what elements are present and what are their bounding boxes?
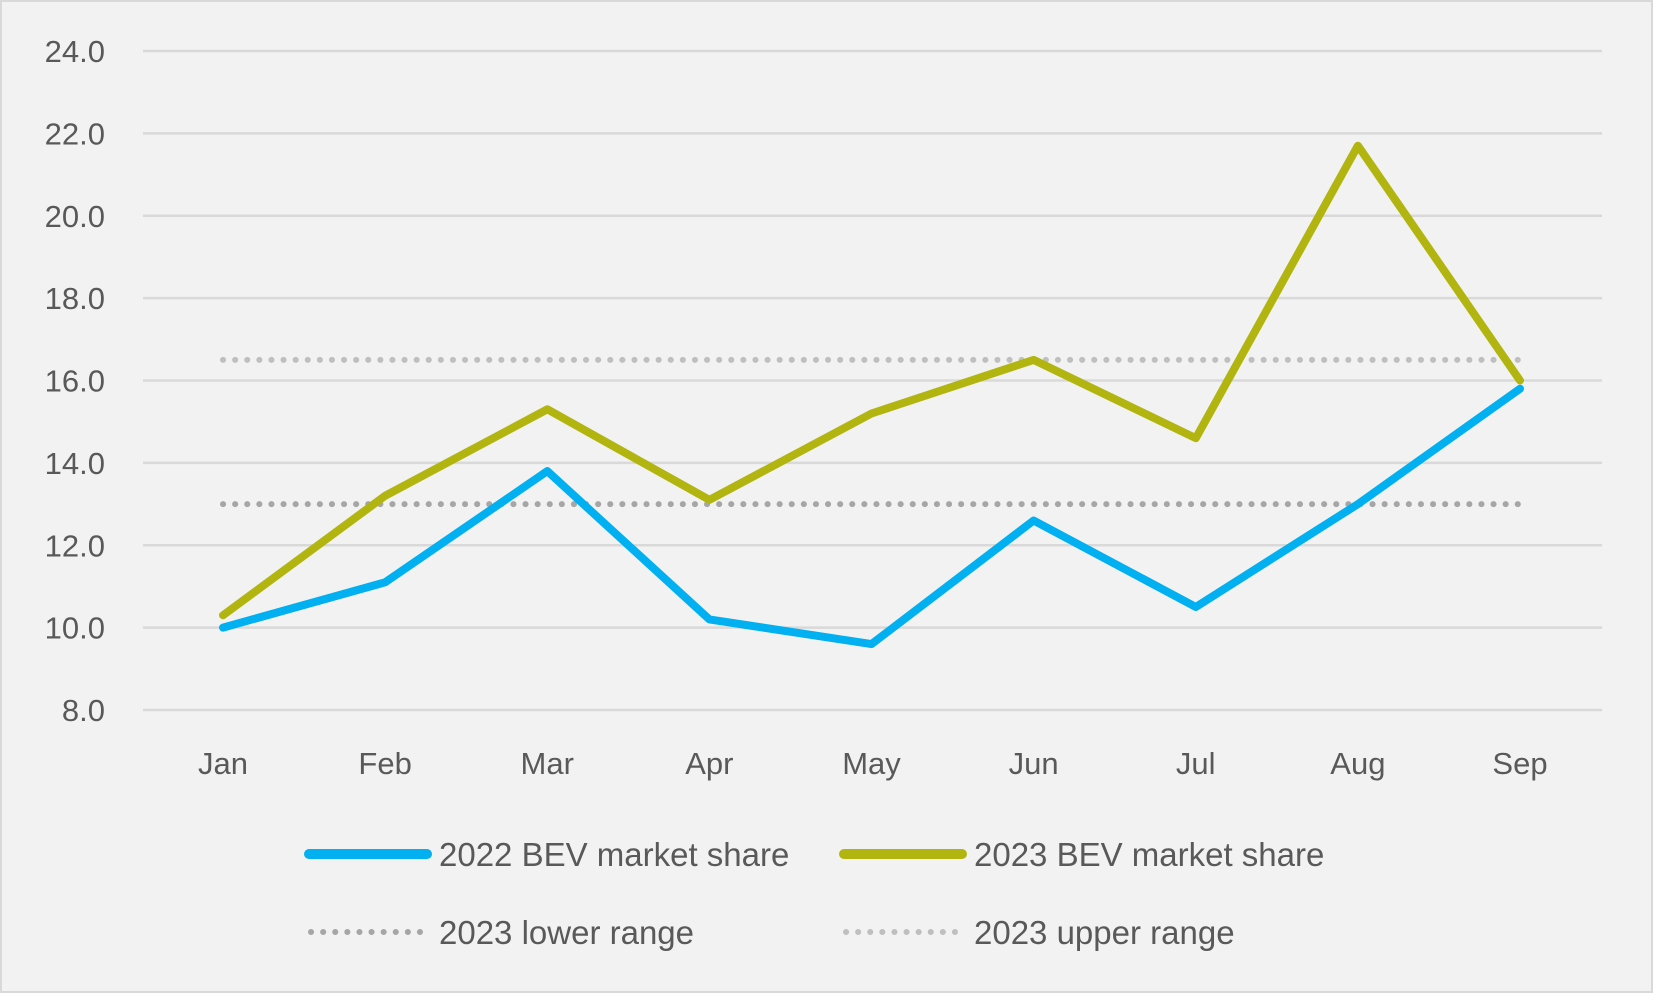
y-tick-label-24-0: 24.0 xyxy=(45,34,105,69)
legend-label-2023-upper-range: 2023 upper range xyxy=(974,914,1235,951)
gridlines xyxy=(143,49,1602,712)
y-tick-label-16-0: 16.0 xyxy=(45,364,105,399)
x-tick-label-sep: Sep xyxy=(1492,746,1547,781)
x-axis-ticks: Jan Feb Mar Apr May Jun Jul Aug Sep xyxy=(198,746,1548,781)
x-tick-label-mar: Mar xyxy=(521,746,574,781)
y-tick-label-8-0: 8.0 xyxy=(62,693,105,728)
x-tick-label-jul: Jul xyxy=(1176,746,1216,781)
x-tick-label-jun: Jun xyxy=(1009,746,1059,781)
x-tick-label-aug: Aug xyxy=(1330,746,1385,781)
y-tick-label-22-0: 22.0 xyxy=(45,116,105,151)
y-tick-label-14-0: 14.0 xyxy=(45,446,105,481)
y-axis-ticks: 8.0 10.0 12.0 14.0 16.0 18.0 20.0 22.0 24.0 xyxy=(45,34,105,728)
x-tick-label-may: May xyxy=(842,746,901,781)
y-tick-label-10-0: 10.0 xyxy=(45,611,105,646)
series-line-2023-bev-market-share xyxy=(219,141,1524,620)
y-tick-label-20-0: 20.0 xyxy=(45,199,105,234)
legend-label-2022-bev: 2022 BEV market share xyxy=(439,836,789,873)
series-lines xyxy=(219,141,1524,649)
x-tick-label-apr: Apr xyxy=(685,746,733,781)
y-tick-label-18-0: 18.0 xyxy=(45,281,105,316)
legend-label-2023-lower-range: 2023 lower range xyxy=(439,914,694,951)
legend-label-2023-bev: 2023 BEV market share xyxy=(974,836,1324,873)
series-line-2022-bev-market-share xyxy=(219,384,1524,649)
y-tick-label-12-0: 12.0 xyxy=(45,528,105,563)
legend: 2022 BEV market share 2023 BEV market sh… xyxy=(304,836,1324,951)
x-tick-label-feb: Feb xyxy=(358,746,411,781)
x-tick-label-jan: Jan xyxy=(198,746,248,781)
